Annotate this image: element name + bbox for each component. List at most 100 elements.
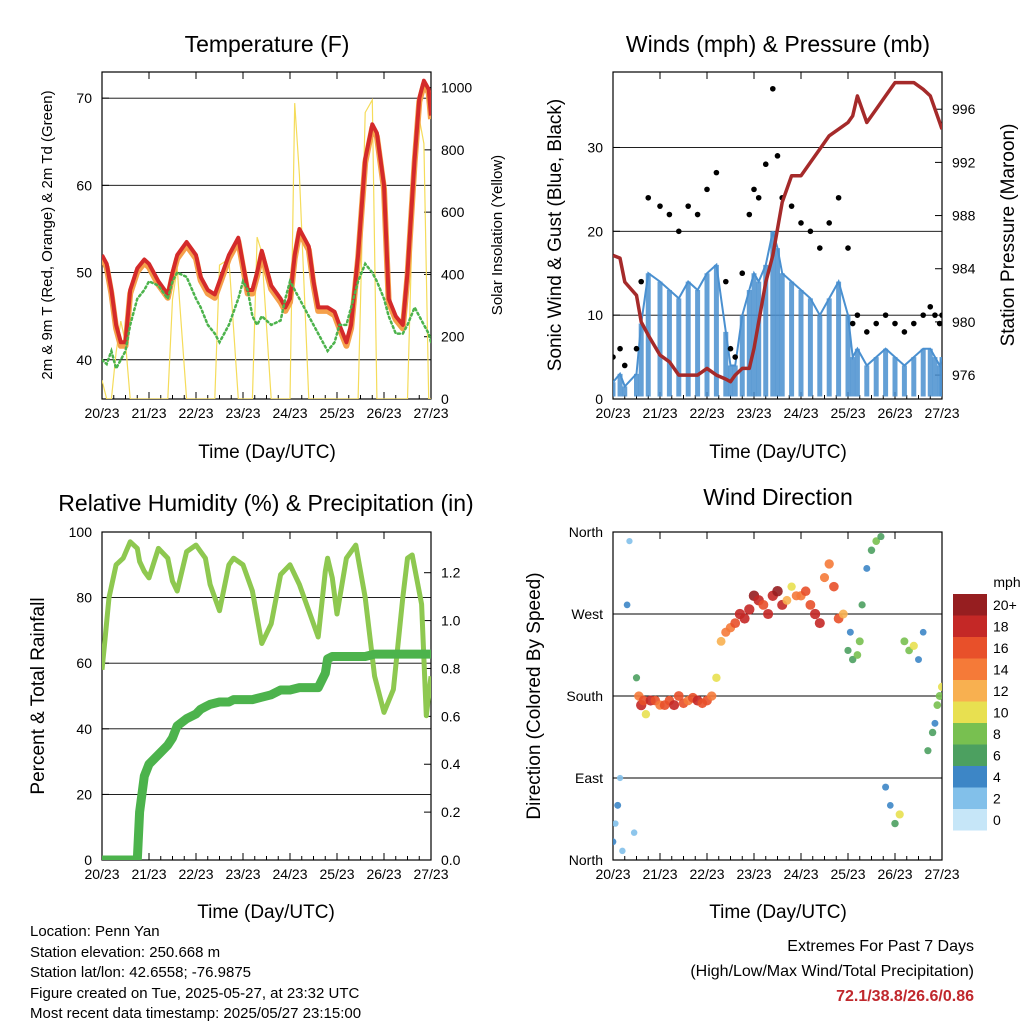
winds-y2tick-label: 976 bbox=[952, 367, 976, 383]
station-info: Location: Penn Yan Station elevation: 25… bbox=[30, 922, 361, 1025]
direction-point bbox=[824, 559, 834, 569]
winds-xtick-label: 23/23 bbox=[736, 405, 771, 421]
temperature-y2tick-label: 400 bbox=[441, 266, 465, 282]
direction-point bbox=[707, 691, 717, 701]
speed-legend-label: 12 bbox=[993, 683, 1009, 699]
direction-point bbox=[623, 601, 631, 609]
direction-xtick-label: 25/23 bbox=[830, 866, 865, 882]
direction-point bbox=[739, 613, 750, 624]
direction-point bbox=[809, 608, 821, 620]
direction-point bbox=[673, 691, 684, 701]
gust-point bbox=[732, 354, 738, 360]
temp-9m-line bbox=[102, 81, 431, 349]
speed-legend-swatch bbox=[953, 615, 987, 637]
humidity-y2tick-label: 0.2 bbox=[441, 804, 461, 820]
temperature-y2tick-label: 600 bbox=[441, 204, 465, 220]
direction-point bbox=[763, 608, 774, 620]
gust-point bbox=[727, 345, 734, 352]
gust-point bbox=[927, 303, 934, 310]
direction-xtick-label: 26/23 bbox=[877, 866, 912, 882]
direction-point bbox=[877, 532, 885, 541]
temperature-xtick-label: 21/23 bbox=[131, 405, 166, 421]
gust-point bbox=[621, 362, 628, 369]
direction-point bbox=[891, 819, 899, 828]
direction-point bbox=[730, 618, 741, 629]
speed-legend-swatch bbox=[953, 637, 987, 659]
speed-legend-swatch bbox=[953, 658, 987, 680]
gust-point bbox=[920, 312, 926, 318]
gust-point bbox=[849, 320, 856, 327]
direction-point bbox=[928, 728, 937, 737]
temperature-y2tick-label: 800 bbox=[441, 142, 465, 158]
direction-point bbox=[758, 599, 769, 610]
gust-point bbox=[901, 329, 908, 335]
direction-point bbox=[882, 783, 890, 791]
humidity-ytick-label: 80 bbox=[76, 590, 92, 606]
direction-point bbox=[744, 604, 755, 615]
direction-point bbox=[782, 595, 792, 605]
extremes-subtitle: (High/Low/Max Wind/Total Precipitation) bbox=[690, 963, 974, 980]
temperature-ytick-label: 40 bbox=[76, 352, 92, 368]
extremes-values: 72.1/38.8/26.6/0.86 bbox=[836, 988, 974, 1005]
humidity-xtick-label: 27/23 bbox=[413, 866, 448, 882]
speed-legend-label: 18 bbox=[993, 619, 1009, 635]
speed-legend-label: 20+ bbox=[993, 597, 1017, 613]
winds-xtick-label: 24/23 bbox=[783, 405, 818, 421]
gust-point bbox=[854, 312, 861, 318]
temperature-ytick-label: 60 bbox=[76, 177, 92, 193]
temperature-xtick-label: 20/23 bbox=[84, 405, 119, 421]
gust-point bbox=[864, 329, 870, 335]
speed-legend-swatch bbox=[953, 723, 987, 745]
temperature-xtick-label: 22/23 bbox=[178, 405, 213, 421]
humidity-xlabel: Time (Day/UTC) bbox=[197, 902, 335, 923]
winds-ytick-label: 30 bbox=[587, 139, 603, 155]
direction-point bbox=[872, 537, 881, 545]
speed-legend-swatch bbox=[953, 766, 987, 788]
temperature-y2tick-label: 0 bbox=[441, 391, 449, 407]
direction-series-group bbox=[613, 532, 942, 855]
temperature-xtick-label: 26/23 bbox=[366, 405, 401, 421]
humidity-xtick-label: 25/23 bbox=[319, 866, 354, 882]
direction-xtick-label: 24/23 bbox=[783, 866, 818, 882]
gust-point bbox=[617, 345, 623, 352]
direction-ytick-label: North bbox=[569, 524, 603, 540]
humidity-series-group bbox=[102, 539, 431, 860]
direction-ytick-label: West bbox=[571, 606, 603, 622]
temp-2m-line bbox=[102, 78, 431, 345]
direction-point bbox=[772, 585, 783, 597]
gust-point bbox=[835, 194, 842, 201]
direction-point bbox=[855, 637, 864, 646]
gust-point bbox=[774, 153, 781, 159]
gust-point bbox=[713, 169, 720, 176]
humidity-y2tick-label: 1.0 bbox=[441, 613, 461, 629]
direction-point bbox=[613, 820, 619, 827]
station-pressure-line bbox=[613, 80, 942, 384]
direction-point bbox=[613, 838, 617, 846]
direction-point bbox=[853, 651, 862, 659]
speed-legend-swatch bbox=[953, 809, 987, 831]
gust-point bbox=[723, 278, 729, 285]
temperature-xlabel: Time (Day/UTC) bbox=[198, 442, 336, 463]
direction-point bbox=[933, 701, 942, 709]
direction-point bbox=[829, 581, 839, 592]
winds-xtick-label: 25/23 bbox=[830, 405, 865, 421]
direction-point bbox=[931, 719, 939, 727]
info-location: Location: Penn Yan bbox=[30, 923, 160, 940]
gust-point bbox=[676, 228, 682, 235]
gust-point bbox=[911, 320, 917, 327]
gust-point bbox=[638, 278, 644, 285]
humidity-xtick-label: 23/23 bbox=[225, 866, 260, 882]
winds-ylabel-right: Station Pressure (Maroon) bbox=[998, 124, 1019, 347]
winds-xtick-label: 22/23 bbox=[689, 405, 724, 421]
dewpoint-2m-line bbox=[102, 261, 431, 372]
winds-ytick-label: 10 bbox=[587, 307, 603, 323]
temperature-y2tick-label: 200 bbox=[441, 329, 465, 345]
winds-y2tick-label: 996 bbox=[952, 101, 976, 117]
direction-point bbox=[919, 628, 927, 636]
direction-point bbox=[616, 774, 624, 782]
direction-point bbox=[805, 599, 816, 610]
direction-point bbox=[800, 586, 811, 597]
gust-point bbox=[770, 85, 776, 92]
humidity-ytick-label: 60 bbox=[76, 655, 92, 671]
